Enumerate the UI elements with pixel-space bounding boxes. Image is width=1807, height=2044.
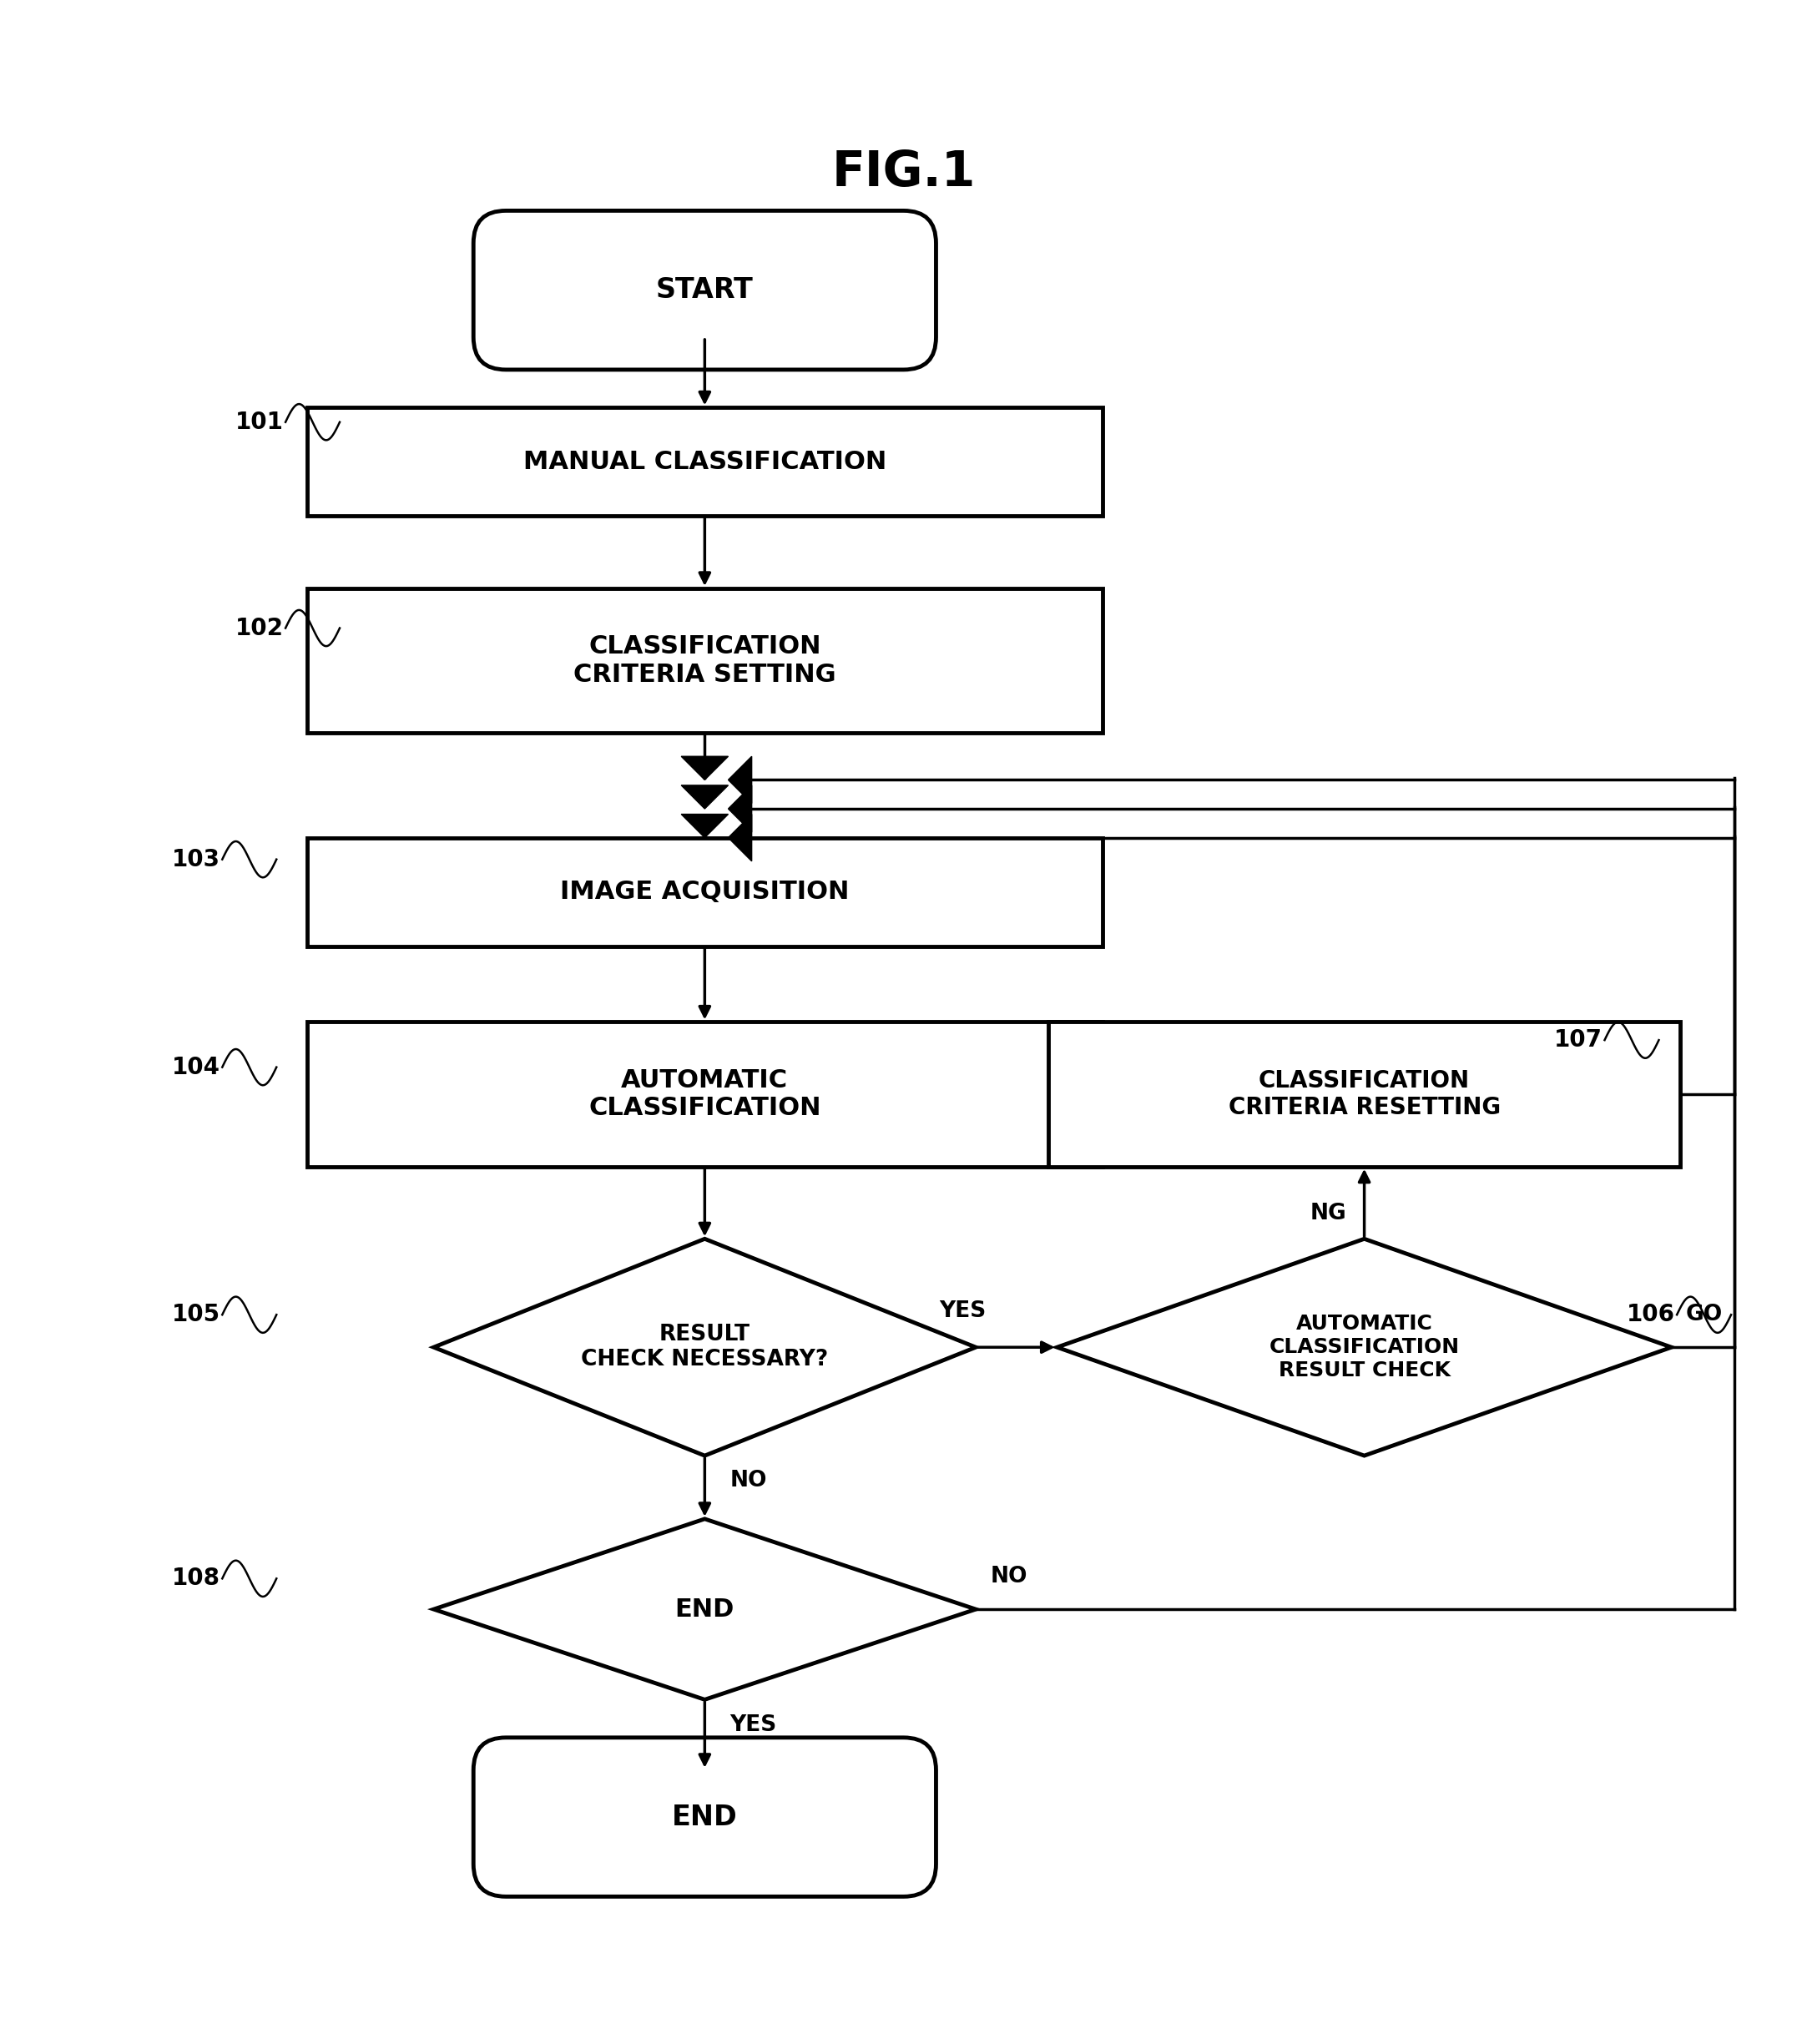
Text: GO: GO [1686, 1304, 1722, 1327]
Text: FIG.1: FIG.1 [831, 149, 976, 196]
Text: YES: YES [730, 1715, 777, 1735]
Bar [307, 838, 1102, 946]
Text: END: END [672, 1803, 737, 1831]
Text: 103: 103 [172, 848, 220, 871]
Text: 104: 104 [172, 1055, 220, 1079]
Polygon shape [1057, 1239, 1671, 1455]
Text: END: END [676, 1596, 734, 1621]
Bar [1048, 1022, 1681, 1167]
Text: AUTOMATIC
CLASSIFICATION: AUTOMATIC CLASSIFICATION [589, 1069, 820, 1120]
Text: 102: 102 [235, 617, 284, 640]
Polygon shape [728, 814, 752, 861]
Text: 105: 105 [172, 1302, 220, 1327]
Text: RESULT
CHECK NECESSARY?: RESULT CHECK NECESSARY? [582, 1325, 828, 1372]
Text: 107: 107 [1554, 1028, 1603, 1053]
Text: 106: 106 [1626, 1302, 1675, 1327]
FancyBboxPatch shape [473, 211, 936, 370]
Polygon shape [681, 814, 728, 838]
Text: YES: YES [940, 1300, 985, 1322]
Polygon shape [728, 756, 752, 803]
Text: START: START [656, 276, 754, 305]
Text: NG: NG [1310, 1202, 1346, 1224]
Bar [307, 1022, 1102, 1167]
Text: CLASSIFICATION
CRITERIA RESETTING: CLASSIFICATION CRITERIA RESETTING [1229, 1069, 1500, 1120]
FancyBboxPatch shape [473, 1737, 936, 1897]
Text: 101: 101 [235, 411, 284, 433]
Polygon shape [681, 756, 728, 781]
Text: MANUAL CLASSIFICATION: MANUAL CLASSIFICATION [522, 450, 887, 474]
Text: NO: NO [730, 1470, 768, 1492]
Bar [307, 589, 1102, 734]
Polygon shape [434, 1519, 976, 1701]
Bar [307, 407, 1102, 515]
Polygon shape [434, 1239, 976, 1455]
Text: 108: 108 [172, 1568, 220, 1590]
Text: IMAGE ACQUISITION: IMAGE ACQUISITION [560, 879, 849, 903]
Polygon shape [681, 785, 728, 809]
Polygon shape [728, 785, 752, 832]
Text: AUTOMATIC
CLASSIFICATION
RESULT CHECK: AUTOMATIC CLASSIFICATION RESULT CHECK [1269, 1314, 1460, 1380]
Text: NO: NO [990, 1566, 1028, 1588]
Text: CLASSIFICATION
CRITERIA SETTING: CLASSIFICATION CRITERIA SETTING [573, 634, 837, 687]
